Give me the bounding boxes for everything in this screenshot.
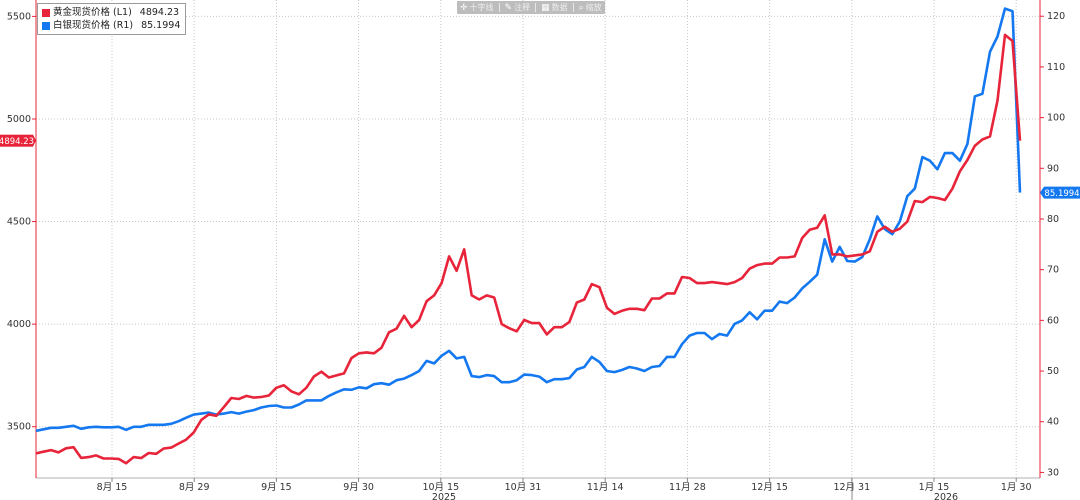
legend-series-name: 黄金现货价格 (L1) bbox=[53, 7, 132, 18]
right-tick-label: 30 bbox=[1047, 467, 1059, 478]
left-tick-label: 5000 bbox=[7, 114, 31, 125]
toolbar-divider bbox=[535, 3, 537, 12]
x-tick-label: 9月 30 bbox=[343, 482, 374, 493]
year-labels: 2025 2026 bbox=[432, 492, 958, 500]
right-tick-label: 80 bbox=[1047, 214, 1059, 225]
toolbar-label: 数据 bbox=[551, 3, 568, 12]
toolbar-divider bbox=[498, 3, 500, 12]
legend-swatch-silver bbox=[42, 21, 50, 30]
gold-price-line bbox=[35, 33, 1022, 465]
gold-badge-text: 4894.23 bbox=[0, 137, 34, 147]
x-tick-label: 9月 15 bbox=[261, 482, 292, 493]
legend-series-name: 白银现货价格 (R1) bbox=[53, 20, 134, 31]
right-tick-label: 100 bbox=[1047, 113, 1065, 124]
toolbar-label: 注释 bbox=[514, 3, 531, 12]
silver-price-line bbox=[35, 7, 1022, 433]
right-tick-label: 40 bbox=[1047, 417, 1059, 428]
x-tick-label: 8月 29 bbox=[179, 482, 210, 493]
toolbar-annotate[interactable]: ✎ 注释 bbox=[505, 2, 531, 13]
toolbar-data[interactable]: ▦ 数据 bbox=[541, 2, 568, 13]
right-tick-label: 110 bbox=[1047, 62, 1065, 73]
gold-last-value-badge: 4894.23 bbox=[0, 134, 36, 147]
legend-entry-silver[interactable]: 白银现货价格 (R1) 85.1994 bbox=[42, 19, 180, 32]
right-tick-label: 50 bbox=[1047, 366, 1059, 377]
silver-badge-text: 85.1994 bbox=[1044, 189, 1079, 199]
legend-entry-gold[interactable]: 黄金现货价格 (L1) 4894.23 bbox=[42, 6, 180, 19]
x-tick-label: 1月 15 bbox=[919, 482, 950, 493]
x-tick-label: 8月 15 bbox=[97, 482, 128, 493]
left-tick-label: 5500 bbox=[7, 11, 31, 22]
x-tick-label: 1月 30 bbox=[1001, 482, 1032, 493]
right-tick-label: 70 bbox=[1047, 265, 1059, 276]
toolbar-zoom[interactable]: ⌕ 缩放 bbox=[579, 2, 602, 13]
left-tick-label: 4500 bbox=[7, 217, 31, 228]
silver-last-value-badge: 85.1994 bbox=[1040, 186, 1080, 199]
right-tick-label: 120 bbox=[1047, 11, 1065, 22]
zoom-icon: ⌕ bbox=[578, 2, 584, 13]
toolbar-label: 缩放 bbox=[585, 3, 602, 12]
x-tick-label: 12月 15 bbox=[751, 482, 788, 493]
left-tick-label: 3500 bbox=[7, 422, 31, 433]
left-axis-ticks: 3500 4000 4500 5000 5500 bbox=[7, 11, 36, 433]
table-icon: ▦ bbox=[541, 2, 550, 13]
chart-toolbar: ✛ 十字线 ✎ 注释 ▦ 数据 ⌕ 缩放 bbox=[457, 1, 605, 14]
year-label: 2026 bbox=[934, 492, 958, 500]
right-axis-ticks: 30 40 50 60 70 80 90 100 110 120 bbox=[1040, 11, 1065, 478]
crosshair-icon: ✛ bbox=[460, 2, 468, 13]
x-tick-label: 10月 31 bbox=[505, 482, 542, 493]
right-tick-label: 90 bbox=[1047, 163, 1059, 174]
toolbar-label: 十字线 bbox=[469, 3, 494, 12]
legend-swatch-gold bbox=[42, 8, 50, 17]
chart-legend[interactable]: 黄金现货价格 (L1) 4894.23 白银现货价格 (R1) 85.1994 bbox=[37, 3, 187, 35]
year-label: 2025 bbox=[432, 492, 456, 500]
pencil-icon: ✎ bbox=[504, 2, 513, 13]
legend-series-value: 85.1994 bbox=[141, 20, 181, 31]
x-axis-ticks: 8月 15 8月 29 9月 15 9月 30 10月 15 10月 31 11月 14 11… bbox=[97, 478, 1032, 500]
legend-series-value: 4894.23 bbox=[139, 7, 180, 18]
x-tick-label: 11月 14 bbox=[587, 482, 624, 493]
x-tick-label: 10月 15 bbox=[422, 482, 459, 493]
x-tick-label: 11月 28 bbox=[669, 482, 706, 493]
left-tick-label: 4000 bbox=[7, 319, 31, 330]
chart-grid bbox=[36, 0, 1040, 478]
right-tick-label: 60 bbox=[1047, 315, 1059, 326]
toolbar-divider bbox=[572, 3, 574, 12]
last-value-badges: 4894.23 85.1994 bbox=[0, 134, 1080, 199]
toolbar-crosshair[interactable]: ✛ 十字线 bbox=[460, 2, 494, 13]
series-lines bbox=[35, 7, 1022, 465]
